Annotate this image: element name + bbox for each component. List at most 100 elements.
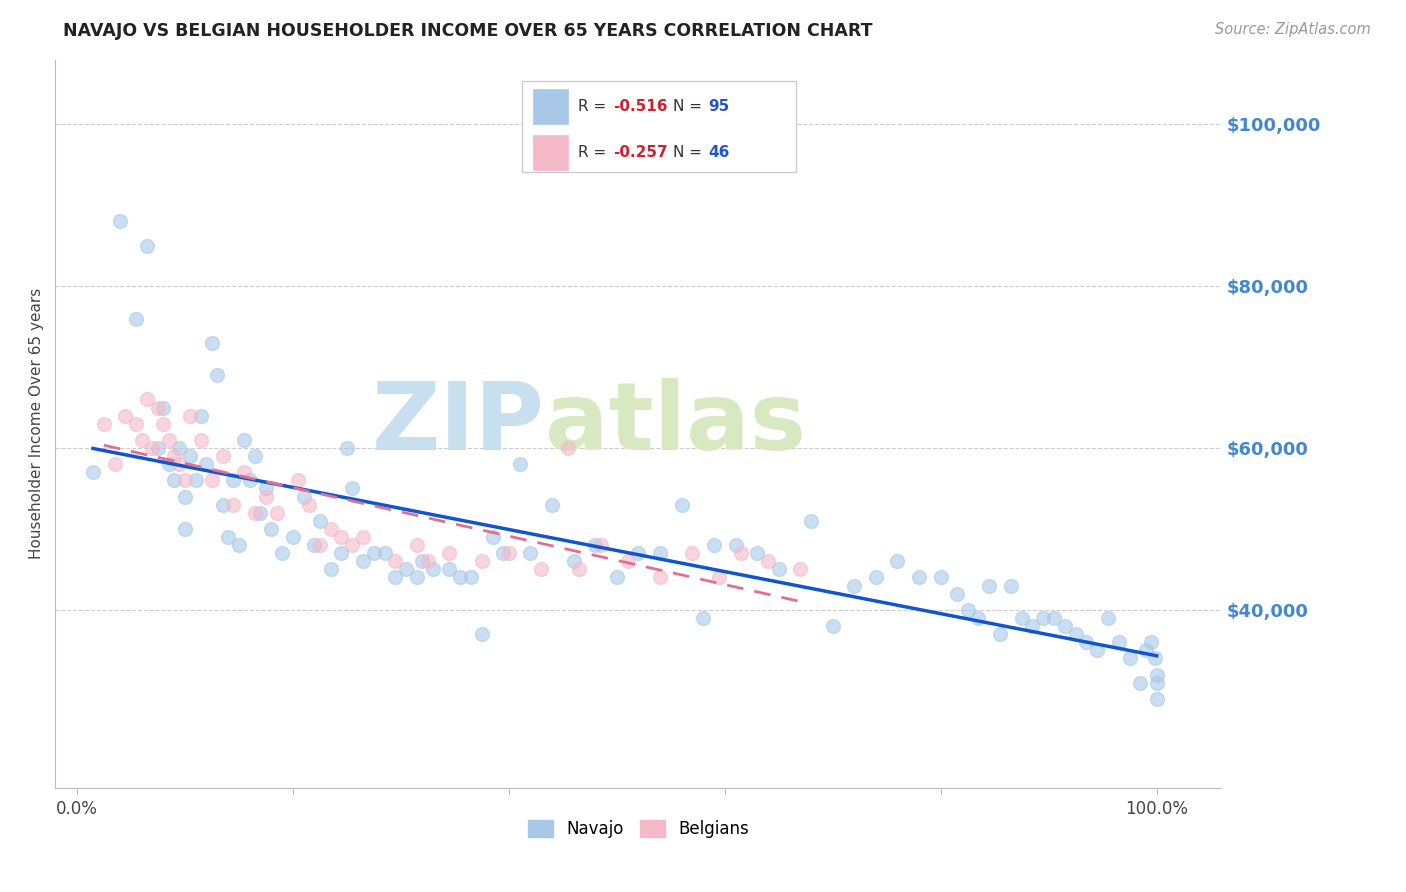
Point	[768, 562, 790, 576]
Point	[131, 433, 153, 447]
Point	[583, 538, 606, 552]
Point	[745, 546, 768, 560]
Point	[319, 522, 342, 536]
Point	[509, 457, 531, 471]
Point	[146, 401, 169, 415]
Point	[201, 335, 224, 350]
Text: NAVAJO VS BELGIAN HOUSEHOLDER INCOME OVER 65 YEARS CORRELATION CHART: NAVAJO VS BELGIAN HOUSEHOLDER INCOME OVE…	[63, 22, 873, 40]
Point	[519, 546, 541, 560]
Point	[340, 482, 363, 496]
Point	[157, 457, 180, 471]
Point	[179, 409, 201, 423]
Point	[340, 538, 363, 552]
Point	[681, 546, 703, 560]
Point	[336, 441, 359, 455]
Point	[125, 311, 148, 326]
Point	[238, 474, 260, 488]
Point	[627, 546, 650, 560]
Point	[988, 627, 1011, 641]
Point	[173, 490, 195, 504]
Point	[266, 506, 288, 520]
Point	[211, 498, 233, 512]
Text: ZIP: ZIP	[373, 377, 546, 470]
Point	[1146, 675, 1168, 690]
Point	[411, 554, 433, 568]
Point	[692, 611, 714, 625]
Point	[222, 498, 245, 512]
Point	[709, 570, 731, 584]
Point	[1140, 635, 1163, 649]
Point	[287, 474, 309, 488]
Point	[844, 578, 866, 592]
Point	[228, 538, 250, 552]
Point	[169, 457, 191, 471]
Point	[169, 441, 191, 455]
Point	[541, 498, 564, 512]
Point	[125, 417, 148, 431]
Point	[141, 441, 163, 455]
Text: Source: ZipAtlas.com: Source: ZipAtlas.com	[1215, 22, 1371, 37]
Point	[136, 238, 159, 252]
Point	[173, 474, 195, 488]
Point	[1097, 611, 1119, 625]
Point	[1085, 643, 1108, 657]
Text: N =: N =	[673, 145, 707, 160]
Point	[821, 619, 844, 633]
Point	[1021, 619, 1043, 633]
Point	[395, 562, 418, 576]
Point	[114, 409, 136, 423]
Point	[146, 441, 169, 455]
Point	[233, 465, 256, 479]
Point	[373, 546, 395, 560]
Text: -0.516: -0.516	[613, 99, 668, 114]
Point	[1011, 611, 1033, 625]
Point	[648, 570, 671, 584]
Point	[724, 538, 747, 552]
Point	[254, 490, 277, 504]
Point	[292, 490, 315, 504]
Point	[406, 538, 429, 552]
Point	[671, 498, 693, 512]
Point	[1146, 691, 1168, 706]
Point	[352, 530, 374, 544]
FancyBboxPatch shape	[522, 81, 796, 172]
Point	[1053, 619, 1076, 633]
Point	[308, 514, 330, 528]
Point	[352, 554, 374, 568]
Point	[201, 474, 224, 488]
Point	[606, 570, 628, 584]
Point	[254, 482, 277, 496]
Point	[136, 392, 159, 407]
Point	[460, 570, 482, 584]
Text: R =: R =	[578, 145, 610, 160]
Point	[103, 457, 125, 471]
Point	[222, 474, 245, 488]
Point	[163, 449, 186, 463]
Legend: Navajo, Belgians: Navajo, Belgians	[520, 814, 755, 845]
Point	[179, 449, 201, 463]
Point	[308, 538, 330, 552]
Point	[471, 627, 494, 641]
Point	[756, 554, 779, 568]
Point	[363, 546, 385, 560]
Point	[471, 554, 494, 568]
Point	[82, 465, 104, 479]
Point	[93, 417, 115, 431]
Point	[1129, 675, 1152, 690]
Point	[298, 498, 321, 512]
Point	[205, 368, 228, 383]
Point	[384, 570, 406, 584]
Point	[152, 401, 174, 415]
Point	[530, 562, 553, 576]
Point	[589, 538, 612, 552]
Point	[1043, 611, 1066, 625]
Point	[1146, 667, 1168, 681]
Point	[211, 449, 233, 463]
Point	[439, 562, 461, 576]
Point	[190, 433, 212, 447]
Point	[562, 554, 585, 568]
Point	[249, 506, 271, 520]
Point	[195, 457, 218, 471]
Point	[1032, 611, 1054, 625]
Point	[152, 417, 174, 431]
